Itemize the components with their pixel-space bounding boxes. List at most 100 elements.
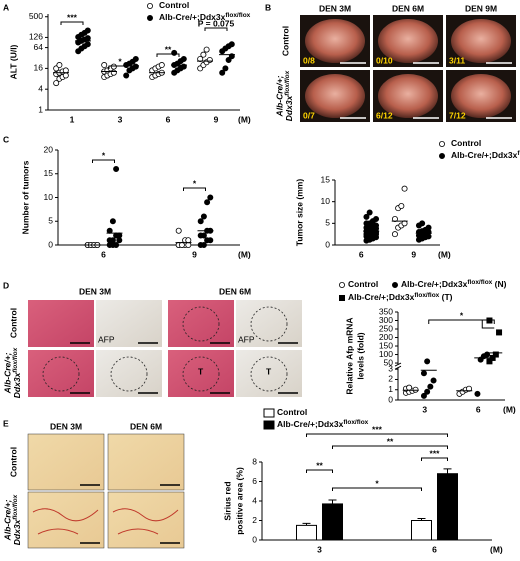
- y-tick-label: 2: [252, 515, 257, 525]
- point: [204, 199, 211, 206]
- count-label: 0/10: [376, 55, 393, 65]
- legend-label: Alb-Cre/+;Ddx3xflox/flox (T): [348, 292, 453, 303]
- micrograph: [96, 300, 162, 347]
- significance-label: *: [375, 478, 379, 488]
- panel-label: C: [3, 134, 9, 144]
- y-tick-label: 0: [252, 534, 257, 544]
- micrograph: [168, 350, 234, 397]
- point: [113, 241, 120, 248]
- significance-bracket: [204, 27, 228, 31]
- y-axis-label: Relative Afp mRNA: [344, 317, 354, 394]
- point: [113, 165, 120, 172]
- legend-label: Alb-Cre/+;Ddx3xflox/flox: [277, 419, 369, 430]
- tumor-outline: [182, 306, 220, 342]
- legend-label: Alb-Cre/+;Ddx3xflox/flox (N): [401, 279, 507, 290]
- point: [171, 49, 178, 56]
- column-header: DEN 9M: [465, 3, 497, 13]
- legend-label-part: flox/flox: [517, 150, 520, 157]
- significance-bracket: [183, 187, 206, 191]
- significance-bracket: [332, 487, 422, 491]
- legend-label-part: Control: [277, 407, 307, 417]
- row-label: Control: [8, 308, 18, 338]
- column-header: DEN 6M: [130, 421, 162, 431]
- point: [110, 63, 117, 70]
- error-bar: [417, 518, 426, 521]
- significance-bracket: [306, 469, 333, 473]
- significance-label: *: [193, 178, 197, 188]
- y-tick-label: 250: [379, 323, 393, 333]
- row-label-part: flox/flox: [12, 494, 19, 519]
- panel-label: D: [3, 280, 9, 290]
- micrograph: [236, 350, 302, 397]
- legend-label-part: flox/flox: [225, 12, 250, 19]
- row-label: Control: [280, 26, 290, 56]
- row-label: Alb-Cre/+;: [2, 499, 12, 541]
- y-tick-label: 350: [379, 306, 393, 316]
- significance-label: ***: [372, 424, 383, 434]
- legend-label-part: Control: [451, 138, 481, 148]
- column-header: DEN 3M: [319, 3, 351, 13]
- y-tick-label: 15: [44, 168, 54, 178]
- liver: [378, 74, 438, 118]
- y-tick-label: 1: [388, 384, 393, 394]
- y-tick-label: 64: [34, 42, 44, 52]
- y-tick-label: 6: [252, 476, 257, 486]
- row-label: Control: [8, 447, 18, 477]
- legend-label-part: flox/flox: [343, 419, 368, 426]
- point: [200, 232, 207, 239]
- point: [412, 386, 419, 393]
- column-header: DEN 6M: [219, 286, 251, 296]
- micrograph: [28, 350, 94, 397]
- y-tick-label: 10: [44, 192, 54, 202]
- y-tick-label: 300: [379, 315, 393, 325]
- point: [106, 227, 113, 234]
- significance-bracket: [306, 433, 448, 437]
- legend-marker: [438, 152, 445, 159]
- legend-marker: [391, 281, 398, 288]
- point: [219, 69, 226, 76]
- tumor-outline: [42, 356, 80, 392]
- stain-label: AFP: [98, 334, 115, 344]
- significance-label: P = 0.075: [198, 18, 235, 28]
- column-header: DEN 3M: [79, 286, 111, 296]
- count-label: 6/12: [376, 110, 393, 120]
- y-tick-label: 150: [379, 340, 393, 350]
- bar: [296, 524, 317, 541]
- tumor-outline: [250, 356, 288, 392]
- x-unit: (M): [490, 544, 503, 554]
- point: [486, 358, 493, 365]
- x-unit: (M): [438, 249, 451, 259]
- y-tick-label: 5: [325, 218, 330, 228]
- point: [363, 213, 370, 220]
- y-axis-label: positive area (%): [234, 467, 244, 535]
- error-bar: [302, 522, 311, 526]
- significance-label: *: [460, 310, 464, 320]
- point: [203, 46, 210, 53]
- row-label: Ddx3xflox/flox: [284, 70, 295, 121]
- y-tick-label: 8: [252, 456, 257, 466]
- point: [207, 237, 214, 244]
- point: [197, 218, 204, 225]
- point: [123, 72, 130, 79]
- x-tick-label: 3: [118, 114, 123, 124]
- point: [158, 62, 165, 69]
- point: [225, 56, 232, 63]
- x-tick-label: 9: [411, 249, 416, 259]
- legend-marker: [338, 294, 345, 301]
- liver: [378, 19, 438, 63]
- micrograph: [96, 350, 162, 397]
- legend-label-part: Alb-Cre/+;Ddx3x: [401, 279, 468, 289]
- liver: [451, 74, 511, 118]
- point: [56, 62, 63, 69]
- micrograph: [28, 300, 94, 347]
- y-tick-label: 0: [48, 239, 53, 249]
- x-tick-label: 9: [192, 249, 197, 259]
- legend-marker: [438, 140, 445, 147]
- point: [420, 392, 427, 399]
- legend-label-part: Alb-Cre/+;Ddx3x: [159, 12, 226, 22]
- legend-marker: [146, 14, 153, 21]
- point: [424, 358, 431, 365]
- legend-label-part: flox/flox: [467, 279, 492, 286]
- point: [401, 185, 408, 192]
- point: [175, 227, 182, 234]
